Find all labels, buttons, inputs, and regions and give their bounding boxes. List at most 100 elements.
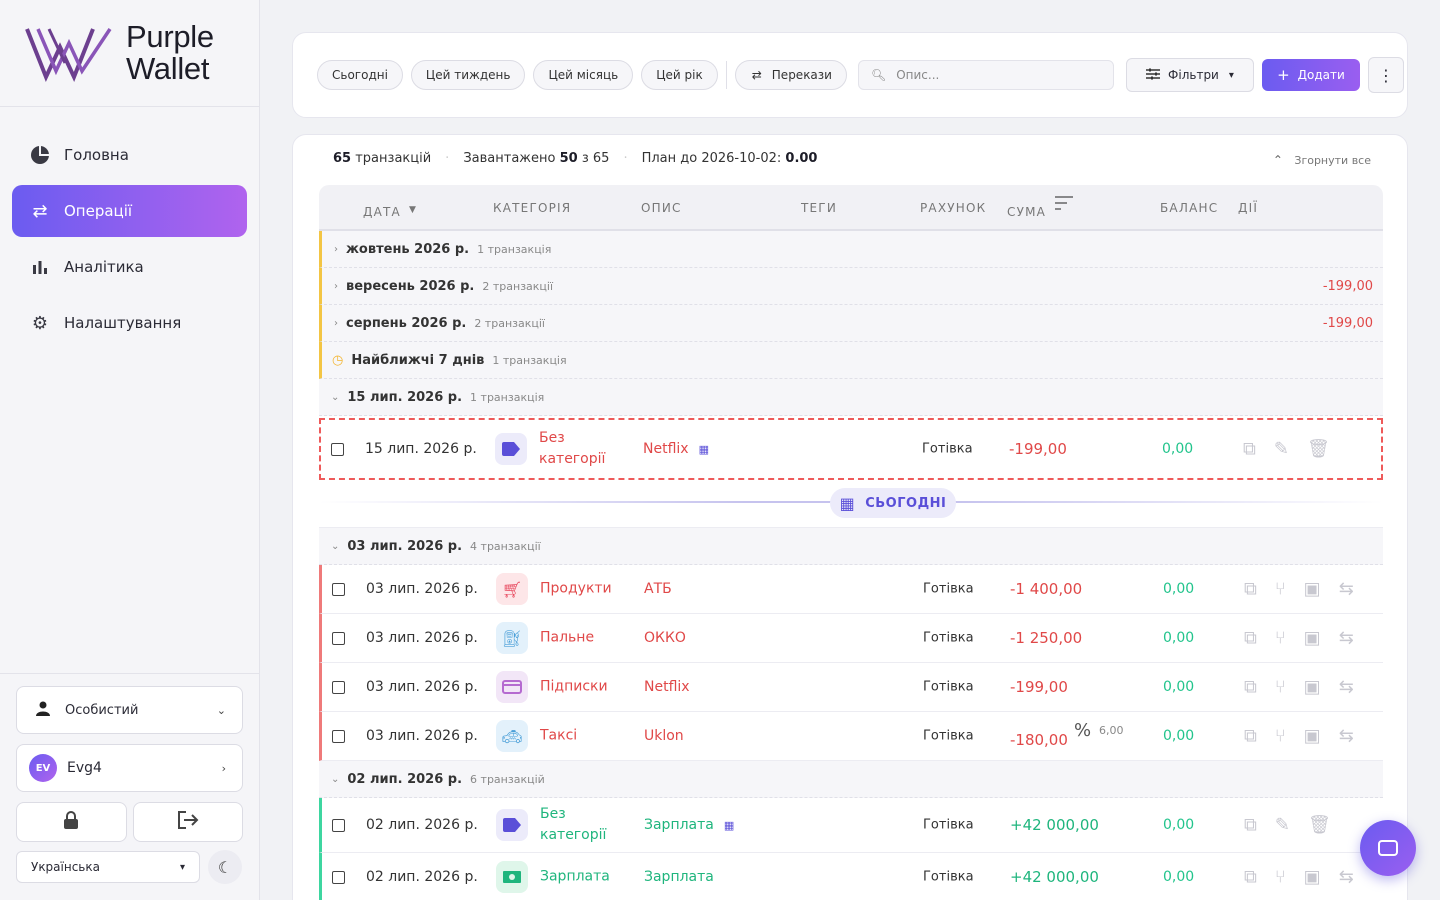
group-row-august[interactable]: › серпень 2026 р. 2 транзакції -199,00 (319, 305, 1383, 342)
transfers-button[interactable]: ⇄ Перекази (734, 60, 847, 90)
plus-icon: + (1277, 66, 1290, 84)
trash-icon[interactable]: 🗑︎ (1306, 438, 1330, 460)
day-group-jul-15[interactable]: ⌄ 15 лип. 2026 р. 1 транзакція (319, 379, 1383, 416)
col-tags[interactable]: ТЕГИ (801, 201, 838, 215)
group-row-next-7-days[interactable]: ◷ Найближчі 7 днів 1 транзакція (319, 342, 1383, 379)
nav-item-operations[interactable]: ⇄ Операції (12, 185, 247, 237)
trash-icon[interactable]: 🗑︎ (1307, 814, 1331, 836)
copy-icon[interactable]: ⧉ (1244, 676, 1257, 698)
table-row[interactable]: 02 лип. 2026 р. Зарплата Зарплата Готівк… (319, 853, 1383, 900)
profile-label: Особистий (65, 702, 139, 718)
edit-icon[interactable]: ✎ (1274, 814, 1290, 836)
period-month-button[interactable]: Цей місяць (533, 60, 634, 90)
search-input[interactable]: 🔍︎ Опис... (857, 60, 1114, 90)
col-balance[interactable]: БАЛАНС (1160, 201, 1219, 215)
table-row[interactable]: 03 лип. 2026 р. Підписки Netflix Готівка… (319, 663, 1383, 712)
day-group-jul-03[interactable]: ⌄ 03 лип. 2026 р. 4 транзакції (319, 527, 1383, 565)
table-row[interactable]: 02 лип. 2026 р. Без категорії Зарплата ▦ … (319, 798, 1383, 853)
move-folder-icon[interactable]: ▣ (1303, 725, 1321, 747)
cash-icon (496, 861, 528, 893)
nav-item-analytics[interactable]: Аналітика (12, 241, 247, 293)
day-group-jul-02[interactable]: ⌄ 02 лип. 2026 р. 6 транзакцій (319, 761, 1383, 798)
repeat-icon[interactable]: ⇆ (1338, 866, 1354, 888)
split-icon[interactable]: ⑂ (1274, 866, 1286, 888)
collapse-all-button[interactable]: ⌃ Згорнути все (1273, 153, 1371, 167)
table-row[interactable]: 03 лип. 2026 р. 🛒︎ Продукти АТБ Готівка … (319, 565, 1383, 614)
table-row[interactable]: 03 лип. 2026 р. 🚕︎ Таксі Uklon Готівка -… (319, 712, 1383, 761)
nav-item-settings[interactable]: ⚙ Налаштування (12, 297, 247, 349)
col-date[interactable]: ДАТА ▼ (363, 205, 418, 219)
group-title: 15 лип. 2026 р. (347, 389, 463, 405)
row-amount: -180,00 (1010, 731, 1068, 749)
repeat-icon[interactable]: ⇆ (1338, 578, 1354, 600)
copy-icon[interactable]: ⧉ (1244, 866, 1257, 888)
chevron-down-icon: ⌄ (331, 391, 340, 403)
split-icon[interactable]: ⑂ (1274, 578, 1286, 600)
filters-button[interactable]: Фільтри ▾ (1125, 58, 1254, 92)
row-checkbox[interactable] (332, 632, 345, 645)
split-icon[interactable]: ⑂ (1274, 676, 1286, 698)
period-year-button[interactable]: Цей рік (641, 60, 718, 90)
logo[interactable]: Purple Wallet (0, 0, 259, 107)
move-folder-icon[interactable]: ▣ (1303, 627, 1321, 649)
nav-label: Налаштування (64, 314, 182, 332)
repeat-icon[interactable]: ⇆ (1338, 627, 1354, 649)
col-account[interactable]: РАХУНОК (920, 201, 987, 215)
user-menu[interactable]: EV Evg4 › (16, 744, 243, 792)
nav-label: Аналітика (64, 258, 144, 276)
logout-icon (177, 810, 199, 834)
row-amount: -199,00 (1010, 678, 1068, 696)
theme-toggle[interactable]: ☾ (208, 850, 242, 884)
profile-select[interactable]: Особистий ⌄ (16, 686, 243, 734)
chevron-down-icon: ⌄ (216, 703, 226, 717)
calendar-icon: ▦ (839, 493, 856, 513)
collapse-all-label: Згорнути все (1294, 154, 1371, 167)
divider (725, 61, 727, 89)
sidebar-bottom: Особистий ⌄ EV Evg4 › Українська ▾ (0, 673, 259, 900)
move-folder-icon[interactable]: ▣ (1303, 866, 1321, 888)
copy-icon[interactable]: ⧉ (1244, 578, 1257, 600)
lock-button[interactable] (16, 802, 127, 842)
group-row-september[interactable]: › вересень 2026 р. 2 транзакції -199,00 (319, 268, 1383, 305)
repeat-icon[interactable]: ⇆ (1338, 676, 1354, 698)
col-description[interactable]: ОПИС (641, 201, 682, 215)
copy-icon[interactable]: ⧉ (1243, 438, 1256, 460)
row-checkbox[interactable] (332, 681, 345, 694)
more-menu-button[interactable]: ⋮ (1367, 57, 1404, 93)
move-folder-icon[interactable]: ▣ (1303, 676, 1321, 698)
add-button[interactable]: + Додати (1261, 59, 1360, 91)
copy-icon[interactable]: ⧉ (1244, 814, 1257, 836)
transactions-panel: 65 транзакцій · Завантажено 50 з 65 · Пл… (292, 134, 1408, 900)
table-row[interactable]: 03 лип. 2026 р. ⛽︎ Пальне ОККО Готівка -… (319, 614, 1383, 663)
col-amount[interactable]: СУМА (1007, 196, 1073, 219)
moon-icon: ☾ (217, 857, 233, 877)
copy-icon[interactable]: ⧉ (1244, 627, 1257, 649)
row-checkbox[interactable] (331, 443, 344, 456)
split-icon[interactable]: ⑂ (1274, 725, 1286, 747)
group-row-october[interactable]: › жовтень 2026 р. 1 транзакція (319, 231, 1383, 268)
nav-item-home[interactable]: Головна (12, 129, 247, 181)
row-account: Готівка (922, 441, 973, 457)
row-checkbox[interactable] (332, 871, 345, 884)
repeat-icon[interactable]: ⇆ (1338, 725, 1354, 747)
bar-chart-icon (28, 255, 52, 279)
row-checkbox[interactable] (332, 583, 345, 596)
group-title: вересень 2026 р. (346, 278, 475, 294)
row-account: Готівка (923, 581, 974, 597)
row-checkbox[interactable] (332, 819, 345, 832)
period-week-button[interactable]: Цей тиждень (410, 60, 526, 90)
edit-icon[interactable]: ✎ (1273, 438, 1289, 460)
language-select[interactable]: Українська ▾ (16, 851, 200, 883)
row-date: 02 лип. 2026 р. (366, 817, 478, 833)
logout-button[interactable] (132, 802, 243, 842)
col-category[interactable]: КАТЕГОРІЯ (493, 201, 572, 215)
split-icon[interactable]: ⑂ (1274, 627, 1286, 649)
swap-arrows-icon: ⇄ (751, 68, 762, 82)
row-checkbox[interactable] (332, 730, 345, 743)
copy-icon[interactable]: ⧉ (1244, 725, 1257, 747)
chat-button[interactable] (1360, 820, 1416, 876)
period-today-button[interactable]: Сьогодні (317, 60, 403, 90)
row-category: Пальне (540, 629, 595, 646)
table-row[interactable]: 15 лип. 2026 р. Без категорії Netflix ▦ Г… (319, 418, 1383, 480)
move-folder-icon[interactable]: ▣ (1303, 578, 1321, 600)
